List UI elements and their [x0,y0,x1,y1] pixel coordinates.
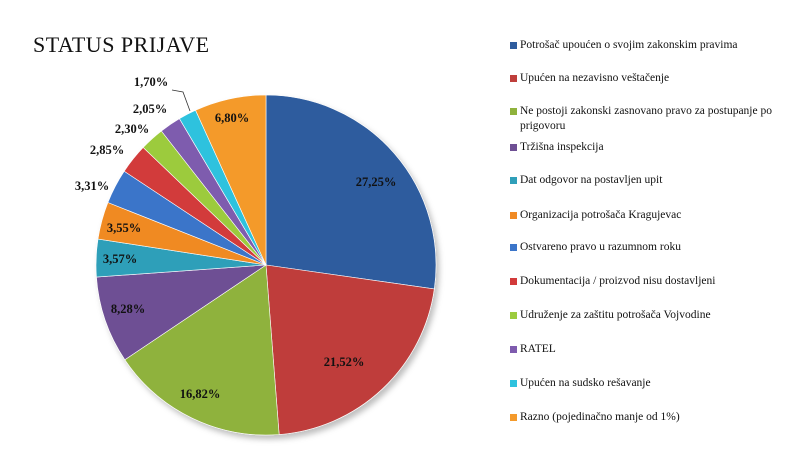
legend-label: RATEL [520,343,556,355]
legend-item: Ne postoji zakonski zasnovano pravo za p… [510,104,790,134]
legend-label: Upućen na nezavisno veštačenje [520,72,670,84]
legend-swatch [510,346,517,353]
legend-label: Potrošač upoućen o svojim zakonskim prav… [520,39,738,51]
slice-data-label: 2,30% [115,122,149,136]
legend-item: Udruženje za zaštitu potrošača Vojvodine [510,308,790,323]
legend-swatch [510,42,517,49]
legend-label: Dokumentacija / proizvod nisu dostavljen… [520,275,716,287]
slice-data-label: 27,25% [356,175,397,189]
legend-item: Organizacija potrošača Kragujevac [510,208,790,223]
legend-swatch [510,278,517,285]
legend-item: Dokumentacija / proizvod nisu dostavljen… [510,274,790,289]
legend-item: RATEL [510,342,790,357]
legend-label: Upućen na sudsko rešavanje [520,377,651,389]
legend-label: Tržišna inspekcija [520,141,604,153]
legend-swatch [510,177,517,184]
legend-label: Razno (pojedinačno manje od 1%) [520,411,680,423]
slice-data-label: 3,57% [103,252,137,266]
slice-data-label: 3,31% [75,179,109,193]
legend-swatch [510,212,517,219]
slice-data-label: 2,85% [90,143,124,157]
legend-label: Organizacija potrošača Kragujevac [520,209,682,221]
legend-item: Upućen na nezavisno veštačenje [510,71,790,86]
legend-item: Potrošač upoućen o svojim zakonskim prav… [510,38,790,53]
pie-chart: 27,25% 21,52% 16,82% 8,28% 3,57% 3,55% 3,31% 2,… [75,75,437,436]
legend-label: Dat odgovor na postavljen upit [520,174,663,186]
slice-data-label: 6,80% [215,111,249,125]
legend-label: Udruženje za zaštitu potrošača Vojvodine [520,309,711,321]
legend-label: Ne postoji zakonski zasnovano pravo za p… [520,105,772,132]
slice-data-label: 16,82% [180,387,221,401]
legend-label: Ostvareno pravo u razumnom roku [520,241,681,253]
slice-data-label: 1,70% [134,75,168,89]
legend-item: Tržišna inspekcija [510,140,790,155]
chart-title: STATUS PRIJAVE [33,32,210,57]
pie-slice [265,264,435,435]
leader-line [171,89,191,112]
legend-item: Ostvareno pravo u razumnom roku [510,240,790,255]
legend-swatch [510,244,517,251]
pie-slice [195,94,267,266]
slice-data-label: 21,52% [324,355,365,369]
legend-swatch [510,108,517,115]
legend-swatch [510,312,517,319]
legend-item: Razno (pojedinačno manje od 1%) [510,410,790,425]
legend-item: Upućen na sudsko rešavanje [510,376,790,391]
pie-slice [124,264,280,436]
legend-swatch [510,75,517,82]
slice-data-label: 3,55% [107,221,141,235]
legend-swatch [510,144,517,151]
legend-swatch [510,380,517,387]
legend-swatch [510,414,517,421]
pie-slice [96,264,268,361]
slice-data-label: 2,05% [133,102,167,116]
legend-item: Dat odgovor na postavljen upit [510,173,790,188]
pie-slice [265,94,437,290]
slice-data-label: 8,28% [111,302,145,316]
